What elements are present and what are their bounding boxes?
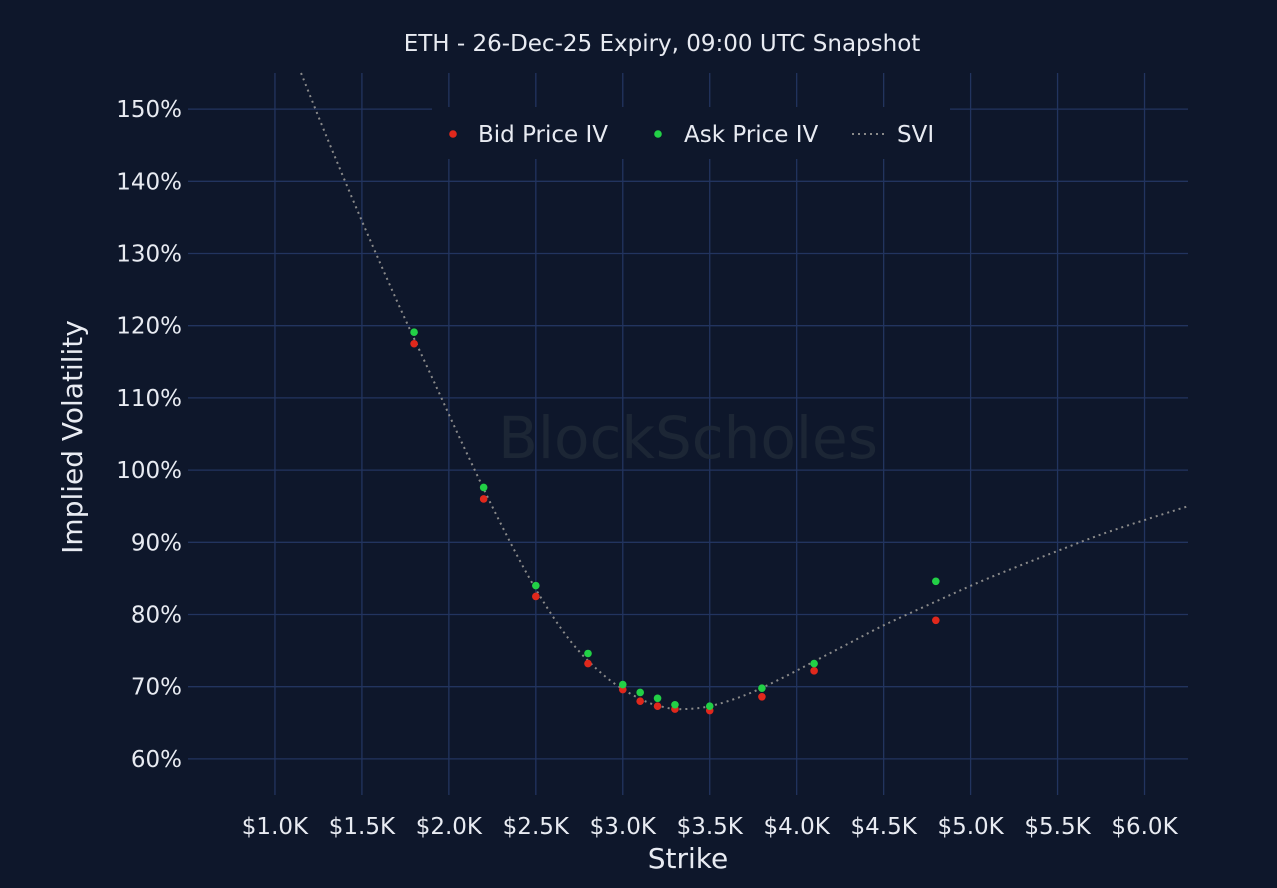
legend-label: SVI [897, 122, 934, 148]
ticks: $1.0K $1.5K $2.0K $2.5K $3.0K $3.5K $4.0K $4.5K… [116, 97, 1178, 840]
watermark: BlockScholes [498, 404, 878, 472]
legend-swatch [654, 130, 662, 138]
x-tick-label: $5.5K [1024, 814, 1091, 840]
bid-point [584, 659, 592, 668]
bid-point [932, 616, 940, 625]
x-tick-label: $5.0K [937, 814, 1004, 840]
ask-point [532, 581, 540, 590]
y-tick-label: 60% [131, 747, 182, 773]
y-tick-label: 70% [131, 675, 182, 701]
y-tick-label: 100% [116, 458, 182, 484]
legend-item-ask: Ask Price IV [654, 122, 819, 148]
y-tick-label: 140% [116, 169, 182, 195]
y-tick-label: 80% [131, 603, 182, 629]
chart-title: ETH - 26-Dec-25 Expiry, 09:00 UTC Snapsh… [404, 31, 921, 57]
y-tick-label: 120% [116, 314, 182, 340]
ask-point [653, 694, 662, 703]
x-tick-label: $3.0K [590, 814, 657, 840]
y-tick-label: 130% [116, 242, 182, 268]
bid-point [758, 693, 766, 701]
legend-item-bid: Bid Price IV [449, 122, 608, 148]
svi-curve [300, 72, 1189, 711]
x-tick-label: $2.5K [503, 814, 570, 840]
y-axis-title: Implied Volatility [56, 320, 89, 554]
x-tick-label: $6.0K [1111, 814, 1178, 840]
ask-point [932, 577, 940, 586]
y-tick-label: 110% [116, 386, 182, 412]
ask-point [479, 483, 488, 492]
x-tick-label: $1.5K [329, 814, 396, 840]
legend: Bid Price IV Ask Price IV SVI [432, 107, 950, 159]
grid [188, 73, 1188, 795]
bid-point [410, 339, 418, 348]
legend-label: Bid Price IV [478, 122, 608, 148]
y-tick-label: 150% [116, 97, 182, 123]
x-tick-label: $3.5K [677, 814, 744, 840]
legend-swatch [449, 130, 457, 138]
legend-background [432, 107, 950, 159]
x-tick-label: $4.0K [764, 814, 831, 840]
ask-point [705, 702, 714, 710]
legend-item-svi: SVI [852, 122, 934, 148]
ask-point [636, 688, 644, 697]
bid-point [636, 697, 644, 705]
ask-point [410, 328, 418, 336]
bid-point [810, 667, 818, 675]
bid-point [653, 702, 662, 710]
points-layer [410, 328, 940, 715]
ask-point [758, 684, 766, 692]
legend-label: Ask Price IV [684, 122, 819, 148]
x-axis-title: Strike [648, 842, 729, 875]
x-tick-label: $4.5K [851, 814, 918, 840]
y-tick-label: 90% [131, 530, 182, 556]
ask-point [671, 700, 679, 709]
ask-point [618, 680, 627, 689]
ask-point [584, 649, 592, 658]
svi-curve-layer [300, 72, 1189, 711]
bid-point [532, 592, 540, 601]
x-tick-label: $1.0K [242, 814, 309, 840]
bid-point [479, 495, 488, 503]
ask-point [810, 659, 818, 668]
x-tick-label: $2.0K [416, 814, 483, 840]
